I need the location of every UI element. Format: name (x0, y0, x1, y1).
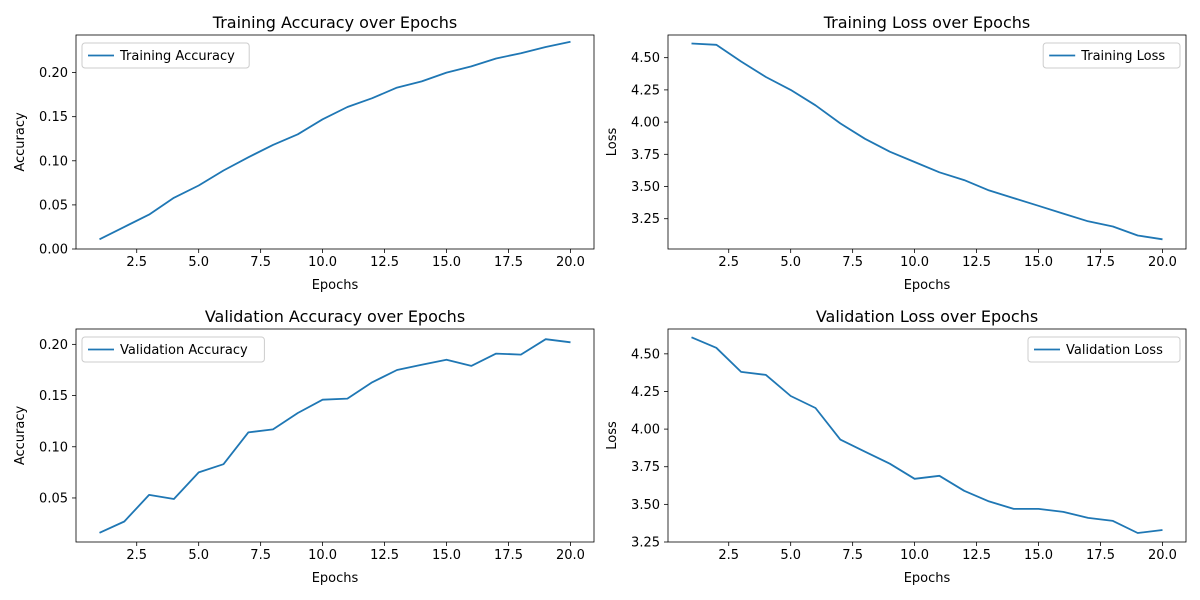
x-tick-label: 10.0 (308, 548, 337, 563)
legend-label: Validation Accuracy (120, 343, 248, 358)
y-tick-label: 4.00 (631, 116, 660, 131)
x-tick-label: 2.5 (718, 255, 739, 270)
x-tick-label: 10.0 (900, 548, 929, 563)
x-tick-label: 2.5 (126, 548, 147, 563)
x-tick-label: 20.0 (1148, 255, 1177, 270)
chart-panel-4: Validation Loss over Epochs 2.5 5.0 7.5 10.0… (605, 307, 1187, 586)
axes-frame (667, 34, 1187, 250)
x-tick-label: 15.0 (1024, 548, 1053, 563)
x-tick-label: 10.0 (900, 255, 929, 270)
legend-label: Training Loss (1080, 49, 1165, 64)
x-tick-label: 2.5 (126, 255, 147, 270)
x-tick-label: 7.5 (842, 548, 863, 563)
x-tick-label: 2.5 (718, 548, 739, 563)
axes-frame (667, 328, 1187, 543)
y-tick-label: 3.75 (631, 460, 660, 475)
x-axis-label: Epochs (904, 571, 951, 586)
y-tick-label: 0.20 (39, 66, 68, 81)
y-tick-label: 3.50 (631, 180, 660, 195)
chart-panel-1: Training Accuracy over Epochs 2.5 5.0 7.5 10… (13, 13, 595, 293)
x-tick-label: 12.5 (370, 255, 399, 270)
x-tick-label: 12.5 (370, 548, 399, 563)
x-tick-label: 5.0 (780, 548, 801, 563)
y-tick-label: 3.50 (631, 498, 660, 513)
chart-panel-3: Validation Accuracy over Epochs 2.5 5.0 7.5… (13, 307, 595, 586)
x-tick-label: 17.5 (1086, 548, 1115, 563)
axes-frame (75, 34, 595, 250)
x-tick-label: 7.5 (842, 255, 863, 270)
series-line (691, 336, 1163, 534)
x-tick-label: 5.0 (188, 255, 209, 270)
y-tick-label: 0.00 (39, 243, 68, 258)
y-tick-label: 0.10 (39, 440, 68, 455)
x-tick-label: 5.0 (780, 255, 801, 270)
legend-box (81, 42, 250, 69)
y-tick-label: 0.05 (39, 198, 68, 213)
y-axis-label: Accuracy (13, 112, 28, 172)
y-tick-label: 3.25 (631, 212, 660, 227)
y-axis-label: Accuracy (13, 406, 28, 466)
y-tick-label: 0.20 (39, 338, 68, 353)
legend-label: Validation Loss (1066, 343, 1163, 358)
y-tick-label: 4.50 (631, 347, 660, 362)
x-tick-label: 12.5 (962, 548, 991, 563)
y-tick-label: 0.15 (39, 389, 68, 404)
x-tick-label: 20.0 (556, 255, 585, 270)
y-tick-label: 0.05 (39, 491, 68, 506)
x-tick-label: 15.0 (432, 548, 461, 563)
x-tick-label: 12.5 (962, 255, 991, 270)
x-tick-label: 15.0 (1024, 255, 1053, 270)
legend-box (81, 336, 265, 363)
x-tick-label: 20.0 (556, 548, 585, 563)
chart-panel-2: Training Loss over Epochs 2.5 5.0 7.5 10.0 12… (605, 13, 1187, 293)
y-tick-label: 0.10 (39, 154, 68, 169)
x-tick-label: 20.0 (1148, 548, 1177, 563)
legend-label: Training Accuracy (119, 49, 235, 64)
legend-box (1042, 42, 1181, 69)
x-axis-label: Epochs (904, 278, 951, 293)
y-tick-label: 4.00 (631, 423, 660, 438)
chart-title: Validation Loss over Epochs (816, 307, 1038, 326)
axes-frame (75, 328, 595, 543)
chart-title: Validation Accuracy over Epochs (205, 307, 465, 326)
x-axis-label: Epochs (312, 278, 359, 293)
legend-box (1027, 336, 1181, 363)
legend: Training Loss (1042, 42, 1181, 69)
x-tick-label: 7.5 (250, 548, 271, 563)
series-line (691, 42, 1163, 241)
y-tick-label: 3.25 (631, 536, 660, 551)
x-tick-label: 7.5 (250, 255, 271, 270)
x-axis-label: Epochs (312, 571, 359, 586)
y-axis-label: Loss (605, 421, 620, 450)
x-tick-label: 15.0 (432, 255, 461, 270)
legend: Training Accuracy (81, 42, 250, 69)
legend: Validation Accuracy (81, 336, 265, 363)
x-tick-label: 5.0 (188, 548, 209, 563)
legend: Validation Loss (1027, 336, 1181, 363)
x-tick-label: 10.0 (308, 255, 337, 270)
y-tick-label: 4.50 (631, 51, 660, 66)
series-line (99, 338, 571, 534)
x-tick-label: 17.5 (494, 255, 523, 270)
chart-title: Training Accuracy over Epochs (212, 13, 457, 32)
x-tick-label: 17.5 (494, 548, 523, 563)
x-tick-label: 17.5 (1086, 255, 1115, 270)
y-tick-label: 4.25 (631, 385, 660, 400)
y-tick-label: 4.25 (631, 83, 660, 98)
y-tick-label: 0.15 (39, 110, 68, 125)
y-axis-label: Loss (605, 128, 620, 157)
y-tick-label: 3.75 (631, 148, 660, 163)
series-line (99, 40, 571, 241)
chart-title: Training Loss over Epochs (823, 13, 1031, 32)
